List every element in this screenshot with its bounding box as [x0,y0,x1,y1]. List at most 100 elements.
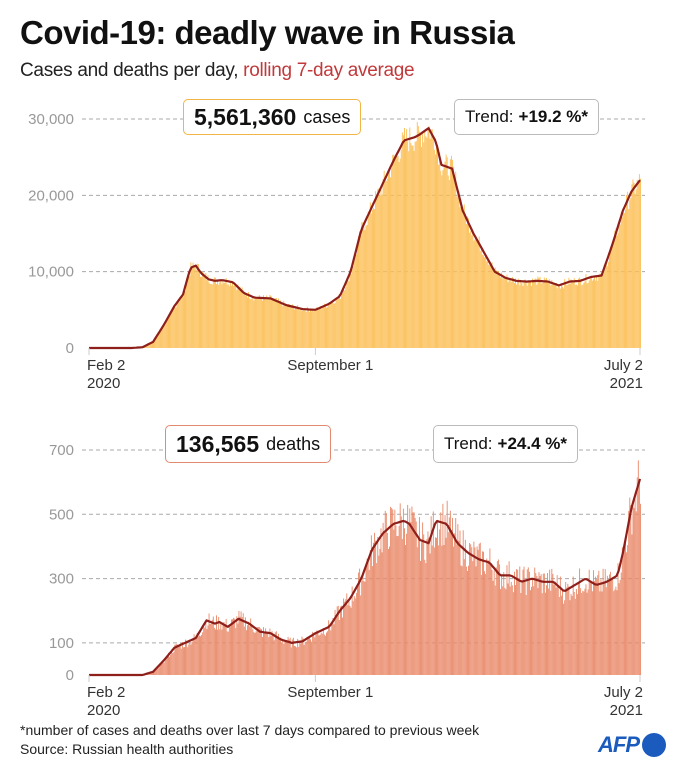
cases-bar [155,338,157,348]
deaths-bar [439,529,441,675]
cases-bar [614,230,616,348]
deaths-bar [428,537,430,675]
cases-bar [602,274,604,348]
deaths-bar [573,591,575,675]
cases-bar [454,175,456,348]
cases-bar [302,310,304,348]
cases-bar [245,295,247,348]
deaths-bar [201,634,203,675]
cases-bar [591,280,593,348]
cases-bar [240,291,242,348]
deaths-bar [559,576,561,675]
deaths-bar [609,574,610,675]
cases-total-label: cases [303,106,351,127]
deaths-bar [261,636,263,675]
deaths-bar [455,518,457,675]
deaths-bar [224,626,226,675]
deaths-bar [163,662,165,675]
cases-bar [375,191,377,348]
deaths-bar [160,662,162,675]
cases-bar [362,222,364,348]
cases-bar [463,204,465,348]
deaths-bar [281,642,283,675]
cases-bar [574,285,576,348]
deaths-bar [429,553,431,675]
cases-bar [371,209,373,348]
cases-bar [401,132,403,348]
cases-bar [547,282,549,348]
deaths-bar [450,529,452,675]
deaths-bar [195,637,197,675]
cases-bar [312,308,314,348]
cases-bar [306,306,308,348]
deaths-bar [531,586,532,675]
deaths-bar [389,546,390,675]
cases-bar [524,279,526,348]
deaths-bar [603,583,605,675]
cases-bar [519,285,521,348]
cases-bar [456,196,458,348]
cases-bar [159,331,161,348]
deaths-bar [194,637,196,675]
deaths-bar [187,647,189,675]
cases-bar [548,282,550,348]
deaths-bar [341,605,342,675]
deaths-bar [225,618,227,675]
chart-subtitle: Cases and deaths per day, rolling 7-day … [20,60,415,82]
deaths-bar [532,578,534,675]
deaths-bar [640,503,641,675]
cases-bar [399,158,401,348]
cases-bar [145,345,147,348]
deaths-bar [604,569,606,675]
deaths-bar [362,574,364,675]
deaths-bar [219,629,221,675]
cases-bar [342,293,343,348]
deaths-bar [579,568,581,675]
cases-bar [202,271,204,348]
deaths-bar [613,591,615,675]
cases-bar [338,293,340,348]
cases-bar [227,284,229,348]
cases-bar [364,230,366,348]
cases-bar [206,280,208,348]
deaths-bar [485,574,487,675]
deaths-bar [602,568,604,675]
cases-bar [146,345,148,348]
cases-bar [316,307,318,348]
deaths-xtick-label: September 1 [287,684,373,701]
deaths-bar [317,631,319,675]
deaths-bar [198,635,200,675]
deaths-bar [373,542,374,675]
deaths-bar [154,670,156,675]
deaths-bar [319,634,321,675]
cases-bar [379,195,381,348]
deaths-bar [296,647,298,675]
deaths-bar [263,627,264,675]
cases-bar [611,244,613,348]
cases-bar [344,290,346,348]
cases-bar [562,286,563,348]
cases-bar [336,298,338,348]
deaths-bar [329,627,331,675]
cases-bar [438,164,440,348]
deaths-bar [569,600,571,675]
deaths-bar [170,654,172,675]
deaths-bar [361,581,363,675]
cases-bar [586,283,588,348]
deaths-bar [518,578,520,675]
deaths-bar [425,563,427,675]
deaths-bar [157,668,159,675]
cases-bar [512,278,514,348]
deaths-bar [335,617,337,675]
deaths-bar [211,619,213,675]
deaths-bar [342,617,343,675]
cases-bar [516,284,518,348]
cases-bar [241,287,243,348]
cases-bar [421,146,423,348]
deaths-bar [288,639,290,675]
deaths-bar [308,637,310,675]
cases-bar [318,309,320,348]
deaths-bar [587,589,589,675]
cases-bar [481,254,483,348]
cases-bar [488,265,490,348]
